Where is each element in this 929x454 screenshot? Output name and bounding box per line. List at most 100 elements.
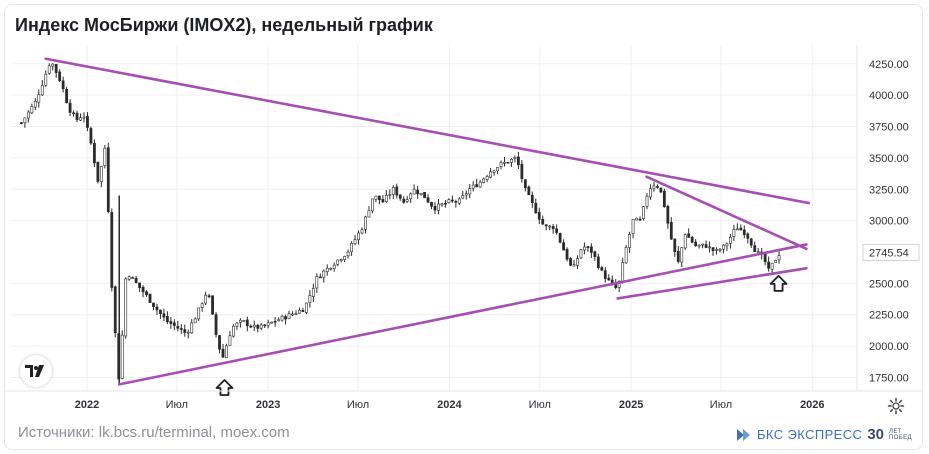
candle-body [86, 116, 89, 128]
candle-body [329, 267, 333, 270]
candle-body [496, 167, 499, 172]
candle [259, 323, 263, 331]
candle-body [461, 195, 465, 199]
candle [214, 312, 218, 338]
candle [152, 302, 155, 311]
candle [113, 285, 117, 338]
candle [746, 232, 750, 244]
candle [138, 282, 141, 292]
candle [371, 198, 374, 214]
candle-body [763, 253, 767, 263]
candle [322, 269, 326, 283]
candle [673, 238, 677, 257]
candle-body [593, 251, 597, 257]
candle-body [235, 322, 239, 327]
candle-body [131, 277, 135, 279]
y-tick-label: 3000.00 [869, 216, 909, 228]
candle-body [381, 199, 385, 203]
candle-body [388, 194, 392, 196]
candle [232, 324, 235, 338]
y-tick-label: 3500.00 [869, 153, 909, 165]
candle [447, 198, 451, 204]
candle-body [534, 202, 538, 214]
gear-icon[interactable] [887, 397, 905, 415]
y-tick-label: 2745.54 [869, 248, 909, 260]
candle [433, 202, 437, 214]
candle-body [586, 246, 590, 248]
candle-body [127, 276, 131, 280]
candle [127, 275, 131, 281]
candle-body [211, 295, 214, 315]
candle-body [315, 276, 319, 289]
candle-body [482, 178, 486, 183]
candle-body [325, 267, 329, 272]
candle [482, 177, 486, 184]
x-tick-label: Июл [347, 399, 369, 411]
candle-body [343, 256, 347, 260]
candlestick-chart[interactable]: 4250.00 4000.00 3750.00 3500.00 3250.00 3000.… [5, 5, 923, 450]
candle [252, 320, 256, 331]
candle [572, 260, 576, 267]
candle-body [305, 302, 308, 313]
candle-body [134, 277, 138, 284]
candle-body [148, 293, 152, 303]
candle [503, 157, 506, 167]
candle-body [30, 106, 34, 114]
candle-body [58, 71, 62, 81]
x-tick-label: 2022 [75, 399, 99, 411]
candle-body [673, 238, 677, 253]
candle [718, 248, 722, 253]
candle-body [311, 288, 315, 297]
candle [645, 193, 649, 210]
candle-body [318, 276, 322, 279]
candle [339, 258, 343, 263]
candle [499, 160, 503, 170]
candle-body [391, 187, 395, 195]
candle-body [395, 186, 399, 196]
candle [93, 139, 96, 168]
candle-body [412, 188, 416, 195]
candle-body [218, 335, 221, 350]
x-tick-label: Июл [710, 399, 732, 411]
candle-body [419, 192, 423, 196]
candle-body [113, 286, 117, 334]
candle-body [232, 325, 235, 337]
source-note: Источники: lk.bcs.ru/terminal, moex.com [18, 424, 290, 441]
candle-body [364, 216, 367, 230]
candle [332, 262, 336, 272]
candle [593, 250, 597, 261]
candle-body [273, 321, 277, 323]
candle [635, 217, 638, 221]
candle-body [159, 309, 162, 314]
candle [204, 291, 208, 306]
candle-body [464, 193, 468, 196]
candle-body [503, 161, 506, 164]
candle [485, 174, 489, 183]
candle-body [666, 205, 670, 224]
candle-body [676, 250, 680, 262]
candle [238, 318, 242, 328]
candle [607, 274, 611, 281]
candle [228, 330, 232, 346]
candle [343, 255, 347, 262]
candle [767, 256, 771, 272]
x-tick-label: 2026 [800, 399, 824, 411]
candle [440, 203, 444, 207]
candle [690, 235, 694, 244]
candle [464, 190, 468, 200]
candle-body [238, 319, 242, 323]
candle-body [444, 203, 447, 205]
candle [242, 319, 246, 322]
candle [384, 190, 388, 203]
x-tick-label: 2025 [619, 399, 643, 411]
candle [308, 290, 312, 308]
candle [600, 265, 604, 272]
candle-body [478, 181, 482, 188]
candle [381, 195, 385, 203]
candle-body [353, 239, 357, 245]
candle [249, 324, 253, 329]
candle [159, 309, 162, 319]
candle [75, 110, 79, 123]
candle-body [249, 325, 253, 328]
candle-body [715, 249, 718, 251]
